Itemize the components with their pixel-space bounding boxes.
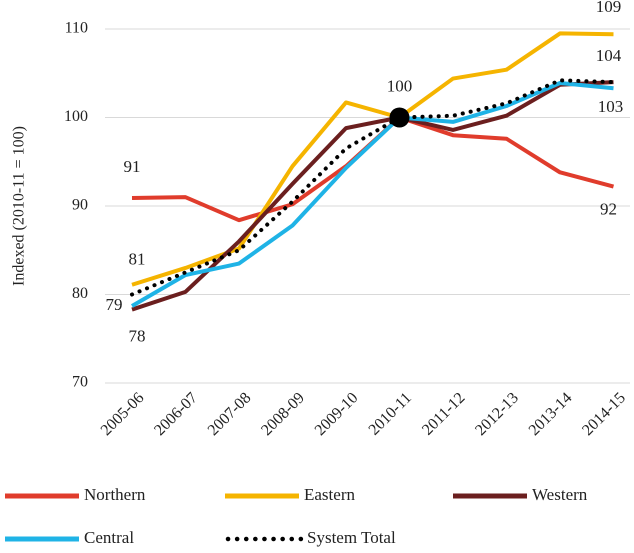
data-label: 109: [596, 0, 622, 16]
series-line: [131, 80, 614, 312]
x-tick-label: 2011-12: [419, 389, 468, 438]
x-tick-label: 2006-07: [151, 389, 201, 439]
x-tick-label: 2013-14: [526, 389, 576, 439]
y-tick-label: 90: [72, 197, 88, 214]
data-label: 92: [600, 199, 617, 218]
legend-label: Central: [84, 528, 134, 547]
series-line: [131, 31, 614, 287]
data-label: 91: [124, 157, 141, 176]
legend-label: Northern: [84, 485, 146, 504]
x-tick-label: 2005-06: [98, 389, 148, 439]
y-tick-label: 110: [65, 20, 88, 37]
y-tick-label: 80: [72, 285, 88, 302]
x-tick-label: 2010-11: [366, 389, 415, 438]
legend-label: Eastern: [304, 485, 355, 504]
data-label: 81: [129, 250, 146, 269]
series-line: [130, 78, 616, 297]
data-label: 100: [387, 76, 413, 95]
x-tick-label: 2008-09: [258, 389, 308, 439]
legend-label: System Total: [307, 528, 396, 547]
y-tick-label: 100: [64, 108, 88, 125]
legend-label: Western: [532, 485, 588, 504]
point-marker: [389, 107, 410, 128]
data-label: 103: [598, 97, 624, 116]
data-label: 78: [129, 326, 146, 345]
data-label: 104: [596, 46, 622, 65]
x-tick-label: 2012-13: [472, 389, 522, 439]
y-tick-label: 70: [72, 374, 88, 391]
data-label: 79: [106, 295, 123, 314]
x-tick-label: 2007-08: [205, 389, 255, 439]
x-tick-label: 2009-10: [312, 389, 362, 439]
y-axis-label: Indexed (2010-11 = 100): [11, 126, 28, 286]
x-tick-label: 2014-15: [579, 389, 629, 439]
series-line: [131, 115, 615, 223]
series-line: [130, 80, 614, 308]
